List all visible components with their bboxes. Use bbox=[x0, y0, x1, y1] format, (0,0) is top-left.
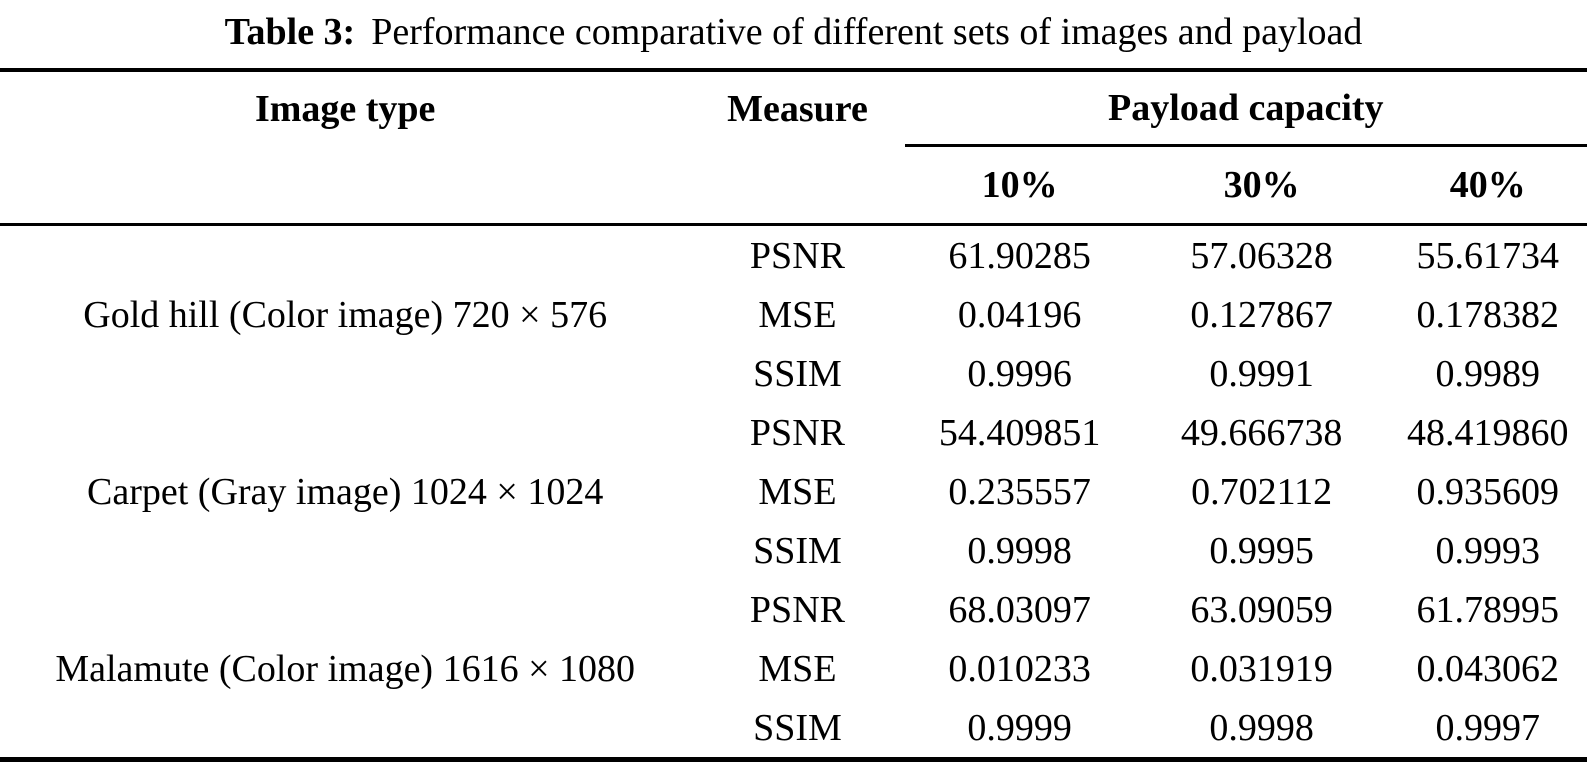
value-cell: 0.9995 bbox=[1209, 529, 1314, 572]
value-cell: 0.010233 bbox=[948, 647, 1091, 690]
table-row: MSE 0.010233 0.031919 0.043062 bbox=[0, 639, 1587, 698]
value-cell: 0.9989 bbox=[1435, 352, 1541, 395]
value-cell: 54.409851 bbox=[938, 411, 1101, 454]
col-header-image-type: Image type bbox=[254, 87, 436, 130]
value-cell: 0.702112 bbox=[1191, 470, 1333, 513]
measure-label: SSIM bbox=[753, 352, 842, 395]
col-header-payload-40: 40% bbox=[1388, 145, 1587, 226]
empty-header-cell bbox=[0, 145, 691, 226]
measure-label: MSE bbox=[758, 470, 837, 513]
value-cell: 61.78995 bbox=[1416, 588, 1560, 631]
measure-label: SSIM bbox=[753, 529, 842, 572]
value-cell: 63.09059 bbox=[1190, 588, 1333, 631]
table-row: MSE 0.235557 0.702112 0.935609 bbox=[0, 462, 1587, 521]
results-table: Image type Measure Payload capacity 10% … bbox=[0, 68, 1587, 762]
value-cell: 0.9996 bbox=[967, 352, 1072, 395]
value-cell: 0.031919 bbox=[1190, 647, 1333, 690]
measure-label: PSNR bbox=[749, 411, 845, 454]
table-caption-text: Performance comparative of different set… bbox=[371, 11, 1363, 53]
col-header-payload-capacity: Payload capacity bbox=[904, 70, 1587, 147]
value-cell: 0.9991 bbox=[1209, 352, 1314, 395]
col-header-payload-10: 10% bbox=[904, 145, 1135, 226]
header-row-main: Image type Measure Payload capacity bbox=[0, 70, 1587, 147]
table-row: Gold hill (Color image) 720 × 576 PSNR 6… bbox=[0, 225, 1587, 336]
table-row: Malamute (Color image) 1616 × 1080 PSNR … bbox=[0, 580, 1587, 690]
value-cell: 0.9997 bbox=[1435, 706, 1541, 749]
measure-label: MSE bbox=[758, 293, 837, 336]
table-caption-label: Table 3: bbox=[224, 11, 356, 53]
col-header-measure: Measure bbox=[727, 87, 868, 130]
value-cell: 0.127867 bbox=[1190, 293, 1333, 336]
value-cell: 0.9998 bbox=[1209, 706, 1314, 749]
measure-label: PSNR bbox=[749, 588, 845, 631]
image-type-label-malamute: Malamute (Color image) 1616 × 1080 bbox=[55, 647, 636, 690]
value-cell: 0.178382 bbox=[1416, 293, 1560, 336]
value-cell: 0.9999 bbox=[967, 706, 1072, 749]
value-cell: 0.043062 bbox=[1416, 647, 1560, 690]
value-cell: 48.419860 bbox=[1407, 411, 1569, 454]
measure-label: SSIM bbox=[753, 706, 842, 749]
value-cell: 68.03097 bbox=[948, 588, 1091, 631]
table-row: SSIM 0.9999 0.9998 0.9997 bbox=[0, 698, 1587, 760]
value-cell: 0.935609 bbox=[1416, 470, 1560, 513]
table-row: SSIM 0.9996 0.9991 0.9989 bbox=[0, 344, 1587, 403]
measure-label: MSE bbox=[758, 647, 837, 690]
empty-header-cell bbox=[690, 145, 905, 226]
measure-label: PSNR bbox=[749, 234, 845, 277]
value-cell: 0.235557 bbox=[948, 470, 1091, 513]
value-cell: 0.04196 bbox=[957, 293, 1082, 336]
value-cell: 61.90285 bbox=[948, 234, 1091, 277]
table-row: MSE 0.04196 0.127867 0.178382 bbox=[0, 285, 1587, 344]
value-cell: 0.9998 bbox=[967, 529, 1072, 572]
col-header-payload-30: 30% bbox=[1134, 145, 1389, 226]
table-row: Carpet (Gray image) 1024 × 1024 PSNR 54.… bbox=[0, 403, 1587, 513]
value-cell: 55.61734 bbox=[1416, 234, 1560, 277]
header-row-payload-levels: 10% 30% 40% bbox=[0, 145, 1587, 226]
table-row: SSIM 0.9998 0.9995 0.9993 bbox=[0, 521, 1587, 580]
value-cell: 57.06328 bbox=[1190, 234, 1333, 277]
image-type-label-goldhill: Gold hill (Color image) 720 × 576 bbox=[83, 293, 608, 336]
value-cell: 49.666738 bbox=[1180, 411, 1343, 454]
value-cell: 0.9993 bbox=[1435, 529, 1541, 572]
image-type-label-carpet: Carpet (Gray image) 1024 × 1024 bbox=[87, 470, 604, 513]
table-caption: Table 3: Performance comparative of diffe… bbox=[0, 0, 1587, 68]
